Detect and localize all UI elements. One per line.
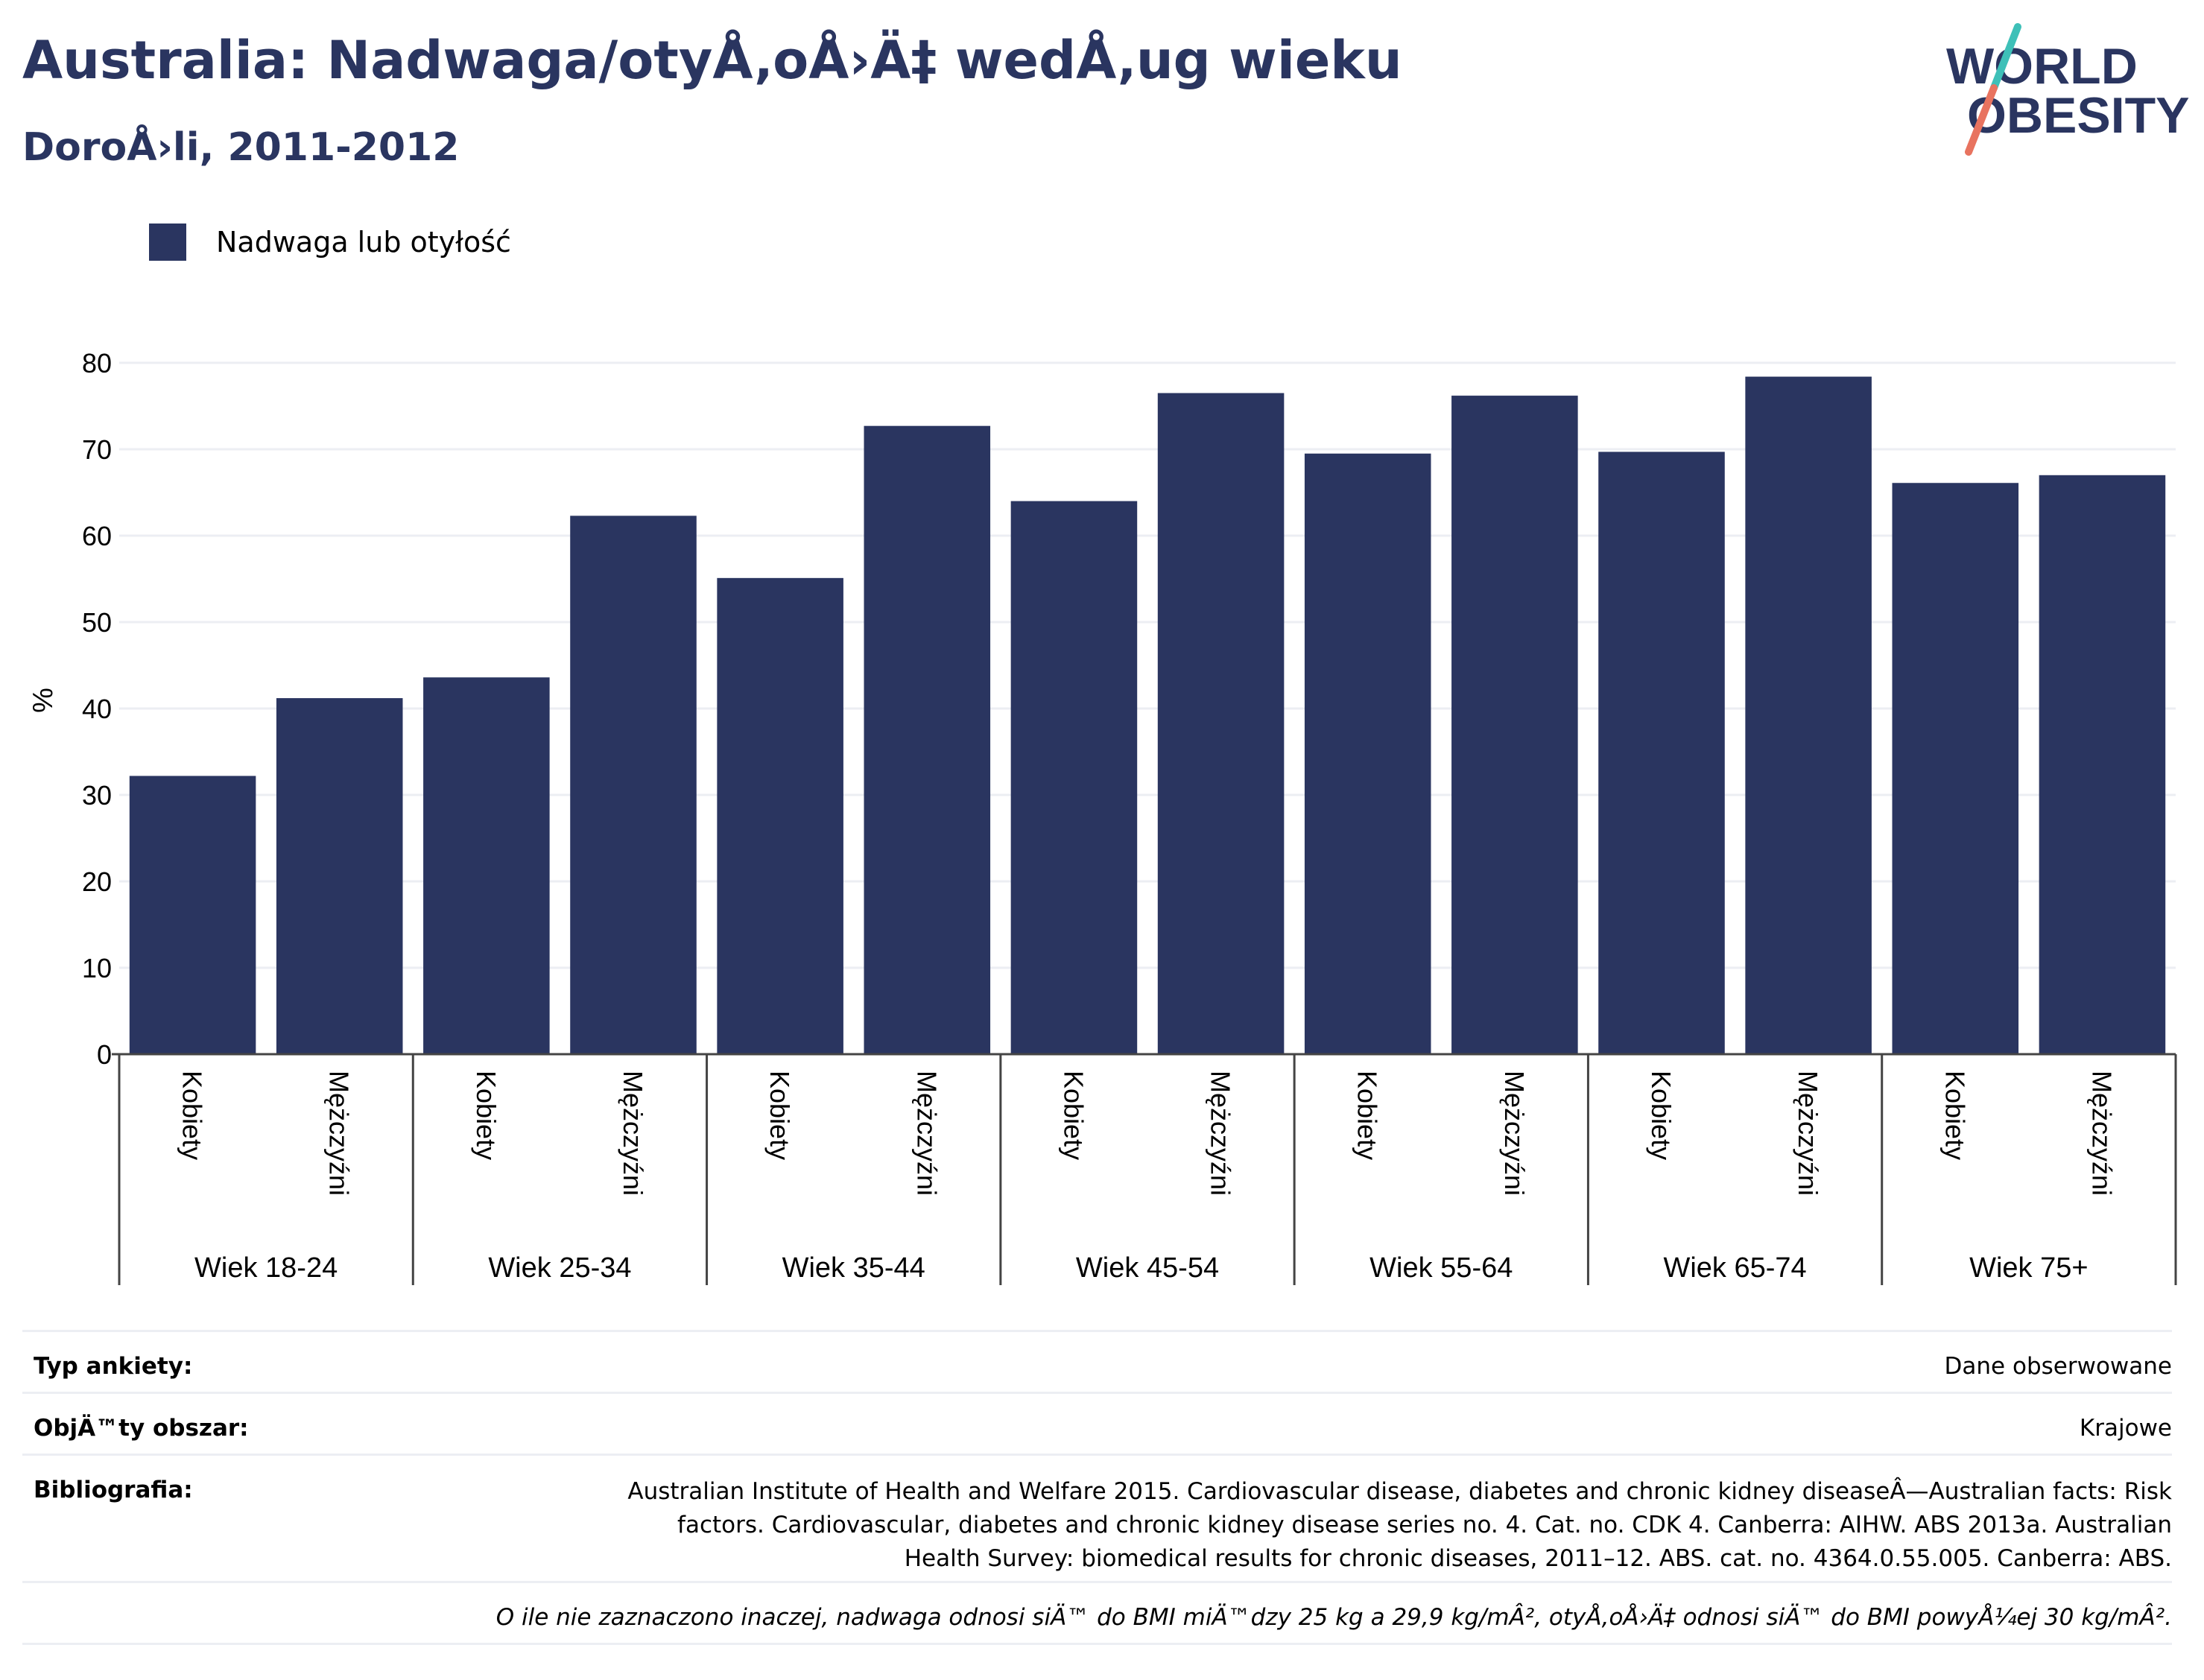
x-tick-label: Mężczyźni — [2086, 1071, 2117, 1196]
x-tick-label: Kobiety — [177, 1071, 208, 1160]
legend: Nadwaga lub otyłość — [149, 220, 511, 264]
world-obesity-logo: WORLD OBESITY — [1946, 23, 2190, 156]
chart-subtitle: DoroÅ›li, 2011-2012 — [22, 125, 460, 170]
legend-swatch — [149, 224, 186, 261]
y-tick-label: 40 — [82, 694, 112, 724]
info-table: Typ ankiety: Dane obserwowane ObjÄ™ty ob… — [22, 1330, 2172, 1645]
bibliography-value: Australian Institute of Health and Welfa… — [627, 1475, 2172, 1576]
y-tick-label: 30 — [82, 780, 112, 811]
bibliography-label: Bibliografia: — [34, 1477, 193, 1503]
logo-text-world: WORLD — [1946, 38, 2138, 95]
bar-chart: 0 10 20 30 40 50 60 70 80 Kobiety Mężczyźni Wiek 18… — [28, 348, 2177, 1285]
coverage-value: Krajowe — [2079, 1415, 2172, 1442]
survey-type-value: Dane obserwowane — [1944, 1353, 2172, 1380]
bibliography-line: factors. Cardiovascular, diabetes and ch… — [677, 1512, 2172, 1538]
x-tick-label: Mężczyźni — [1206, 1071, 1236, 1196]
y-tick-label: 70 — [82, 434, 112, 465]
bar — [1745, 376, 1872, 1054]
y-tick-label: 60 — [82, 521, 112, 551]
group-label: Wiek 55-64 — [1369, 1252, 1513, 1284]
x-tick-label: Kobiety — [1058, 1071, 1089, 1160]
group-label: Wiek 65-74 — [1663, 1252, 1806, 1284]
x-tick-label: Kobiety — [764, 1071, 795, 1160]
y-tick-label: 10 — [82, 953, 112, 983]
y-tick-label: 80 — [82, 348, 112, 378]
x-tick-label: Mężczyźni — [911, 1071, 942, 1196]
bar — [1451, 396, 1578, 1054]
bar — [2039, 475, 2166, 1054]
bar — [423, 677, 550, 1054]
group-label: Wiek 35-44 — [782, 1252, 925, 1284]
group-label: Wiek 25-34 — [488, 1252, 631, 1284]
group-label: Wiek 75+ — [1969, 1252, 2088, 1284]
bibliography-line: Health Survey: biomedical results for ch… — [904, 1545, 2172, 1572]
bar — [570, 516, 697, 1054]
definition-note: O ile nie zaznaczono inaczej, nadwaga od… — [495, 1604, 2172, 1631]
survey-type-label: Typ ankiety: — [34, 1353, 193, 1380]
bars — [129, 376, 2166, 1054]
axes: 0 10 20 30 40 50 60 70 80 Kobiety Mężczyźni Wiek 18… — [82, 348, 2177, 1285]
y-tick-label: 50 — [82, 607, 112, 638]
coverage-label: ObjÄ™ty obszar: — [34, 1415, 249, 1442]
bar — [1892, 483, 2019, 1054]
bar — [1304, 453, 1431, 1054]
x-tick-label: Mężczyźni — [1499, 1071, 1530, 1196]
x-tick-label: Mężczyźni — [1793, 1071, 1823, 1196]
logo-text-obesity: OBESITY — [1967, 87, 2190, 144]
x-tick-label: Mężczyźni — [324, 1071, 355, 1196]
bar — [1157, 393, 1285, 1054]
group-label: Wiek 45-54 — [1076, 1252, 1219, 1284]
chart-title: Australia: Nadwaga/otyÅ‚oÅ›Ä‡ wedÅ‚ug wi… — [22, 30, 1402, 91]
logo-slash-top — [1990, 23, 2021, 92]
bar — [129, 776, 256, 1054]
group-label: Wiek 18-24 — [194, 1252, 338, 1284]
y-tick-label: 0 — [97, 1039, 112, 1070]
bar — [276, 698, 403, 1054]
bar — [717, 577, 843, 1054]
bar — [1010, 501, 1138, 1054]
x-tick-label: Kobiety — [471, 1071, 501, 1160]
info-row-survey: Typ ankiety: Dane obserwowane — [22, 1330, 2172, 1392]
info-row-bibliography: Bibliografia: Australian Institute of He… — [22, 1454, 2172, 1581]
info-row-note: O ile nie zaznaczono inaczej, nadwaga od… — [22, 1581, 2172, 1645]
y-tick-label: 20 — [82, 866, 112, 897]
x-tick-label: Kobiety — [1352, 1071, 1383, 1160]
legend-label: Nadwaga lub otyłość — [216, 226, 511, 259]
y-axis-label: % — [28, 688, 59, 713]
x-tick-label: Mężczyźni — [618, 1071, 648, 1196]
bibliography-line: Australian Institute of Health and Welfa… — [627, 1478, 2172, 1505]
info-row-area: ObjÄ™ty obszar: Krajowe — [22, 1392, 2172, 1454]
bar — [1598, 451, 1725, 1054]
x-tick-label: Kobiety — [1646, 1071, 1676, 1160]
x-tick-label: Kobiety — [1939, 1071, 1970, 1160]
bar — [864, 425, 991, 1054]
logo-slash-bottom — [1965, 84, 1998, 156]
